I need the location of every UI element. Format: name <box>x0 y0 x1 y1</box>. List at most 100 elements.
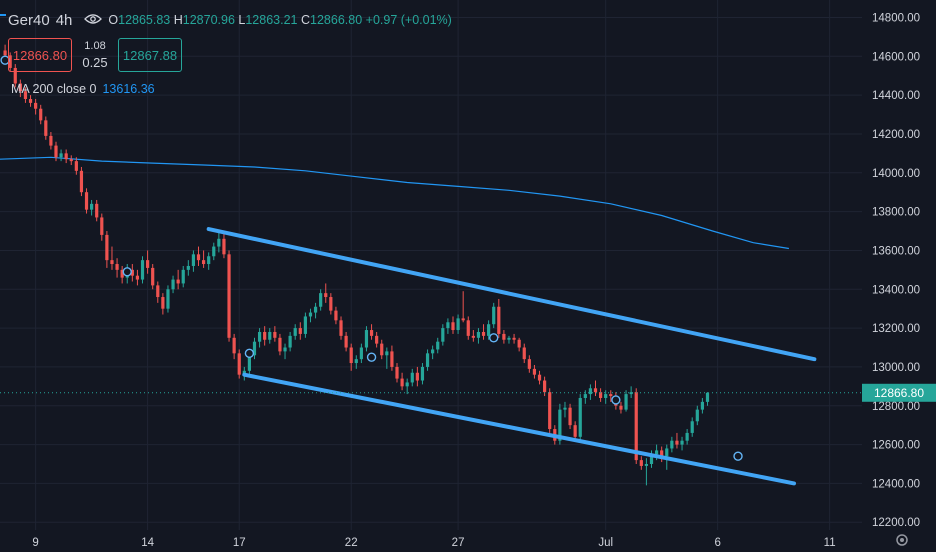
candle-body <box>39 108 43 121</box>
candle-body <box>354 359 358 364</box>
price-tick-label: 13400.00 <box>872 284 920 296</box>
ohlc-high-value: 12870.96 <box>182 13 235 27</box>
last-price-label: 12866.80 <box>874 386 924 400</box>
candle-body <box>690 421 694 433</box>
candle-body <box>415 372 419 381</box>
symbol-name[interactable]: Ger40 <box>8 11 50 29</box>
candle-body <box>140 260 145 280</box>
spread-top: 1.08 <box>84 40 106 52</box>
candle-body <box>181 269 185 284</box>
candle-body <box>186 265 190 270</box>
candle-body <box>680 440 684 445</box>
candle-body <box>649 454 654 464</box>
candle-body <box>512 337 516 340</box>
candle-body <box>303 316 307 334</box>
candle-body <box>410 372 414 383</box>
price-tick-label: 12600.00 <box>872 440 920 452</box>
price-tick-label: 13800.00 <box>872 207 920 219</box>
candle-body <box>431 349 435 354</box>
last-price-tag: 12866.80 <box>862 383 936 402</box>
time-tick-label: Jul <box>598 537 613 549</box>
candle-body <box>196 254 201 261</box>
candle-body <box>451 322 455 331</box>
candle-body <box>685 432 689 441</box>
settings-gear-icon[interactable] <box>896 534 908 546</box>
candle-body <box>563 407 567 410</box>
candle-body <box>375 335 379 344</box>
channel-lines[interactable] <box>206 227 817 486</box>
candle-body <box>100 217 104 235</box>
candle-body <box>319 293 323 307</box>
ohlc-low-label: L <box>238 13 246 27</box>
candle-body <box>461 318 465 321</box>
candle-body <box>115 264 119 270</box>
candle-body <box>161 297 165 309</box>
candle-body <box>207 256 211 265</box>
price-tick-label: 13600.00 <box>872 245 920 257</box>
candle-body <box>44 120 48 136</box>
candle-body <box>293 328 297 336</box>
candle-body <box>588 388 593 395</box>
candle-body <box>481 331 486 336</box>
candle-body <box>156 285 160 298</box>
candle-body <box>446 322 450 329</box>
symbol-info[interactable]: Ger40 4h <box>0 11 103 29</box>
candle-body <box>263 331 267 340</box>
price-tick-label: 12200.00 <box>872 517 920 529</box>
ohlc-close-value: 12866.80 <box>310 13 363 27</box>
time-axis-labels: 9 14 17 22 27 Jul 6 11 <box>32 537 835 549</box>
candle-body <box>573 425 577 437</box>
candle-body <box>110 260 114 265</box>
ohlc-open-value: 12865.83 <box>118 13 171 27</box>
candle-body <box>308 312 313 317</box>
candle-body <box>537 374 542 381</box>
candle-body <box>268 331 272 340</box>
candle-body <box>288 335 292 348</box>
price-axis-background[interactable] <box>862 0 936 530</box>
candle-body <box>700 401 704 410</box>
candle-body <box>466 320 470 336</box>
candle-body <box>359 347 363 360</box>
candle-body <box>166 289 170 309</box>
buy-button[interactable]: 12867.88 <box>118 38 182 72</box>
candle-body <box>69 159 73 162</box>
candle-body <box>23 91 28 100</box>
candle-body <box>344 335 348 348</box>
time-axis-background[interactable] <box>0 530 862 552</box>
interval-label[interactable]: 4h <box>55 11 73 29</box>
price-tick-label: 13200.00 <box>872 323 920 335</box>
candle-body <box>283 347 287 352</box>
channel-lower-line[interactable] <box>242 372 797 486</box>
ohlc-open-label: O <box>108 13 119 27</box>
candle-body <box>624 394 628 410</box>
candle-body <box>171 279 175 290</box>
candle-body <box>298 328 302 334</box>
candle-body <box>441 328 445 342</box>
channel-upper-line[interactable] <box>206 227 817 362</box>
price-tick-label: 14800.00 <box>872 12 920 24</box>
spread-bottom: 0.25 <box>82 55 108 70</box>
candle-body <box>593 388 598 393</box>
ohlc-change: +0.97 (+0.01%) <box>365 13 452 27</box>
candle-body <box>8 55 12 68</box>
candle-body <box>532 368 537 375</box>
candle-body <box>95 203 99 218</box>
candle-body <box>273 331 277 338</box>
ma-legend[interactable]: MA 200 close 0 13616.36 <box>11 82 155 96</box>
candle-body <box>349 347 353 364</box>
candles-layer <box>3 44 710 486</box>
candle-body <box>436 341 440 350</box>
eye-icon[interactable] <box>84 13 103 28</box>
candle-body <box>191 254 196 266</box>
candle-body <box>232 337 236 354</box>
circle-marker <box>122 267 132 277</box>
candle-body <box>670 440 674 449</box>
candle-body <box>400 378 404 387</box>
price-axis-labels: 14800.00 14600.00 14400.00 14200.00 14000.00… <box>872 12 920 529</box>
candle-body <box>237 353 241 375</box>
candle-body <box>339 320 343 336</box>
candle-body <box>54 145 58 158</box>
sell-button[interactable]: 12866.80 <box>8 38 72 72</box>
candle-body <box>405 382 409 387</box>
